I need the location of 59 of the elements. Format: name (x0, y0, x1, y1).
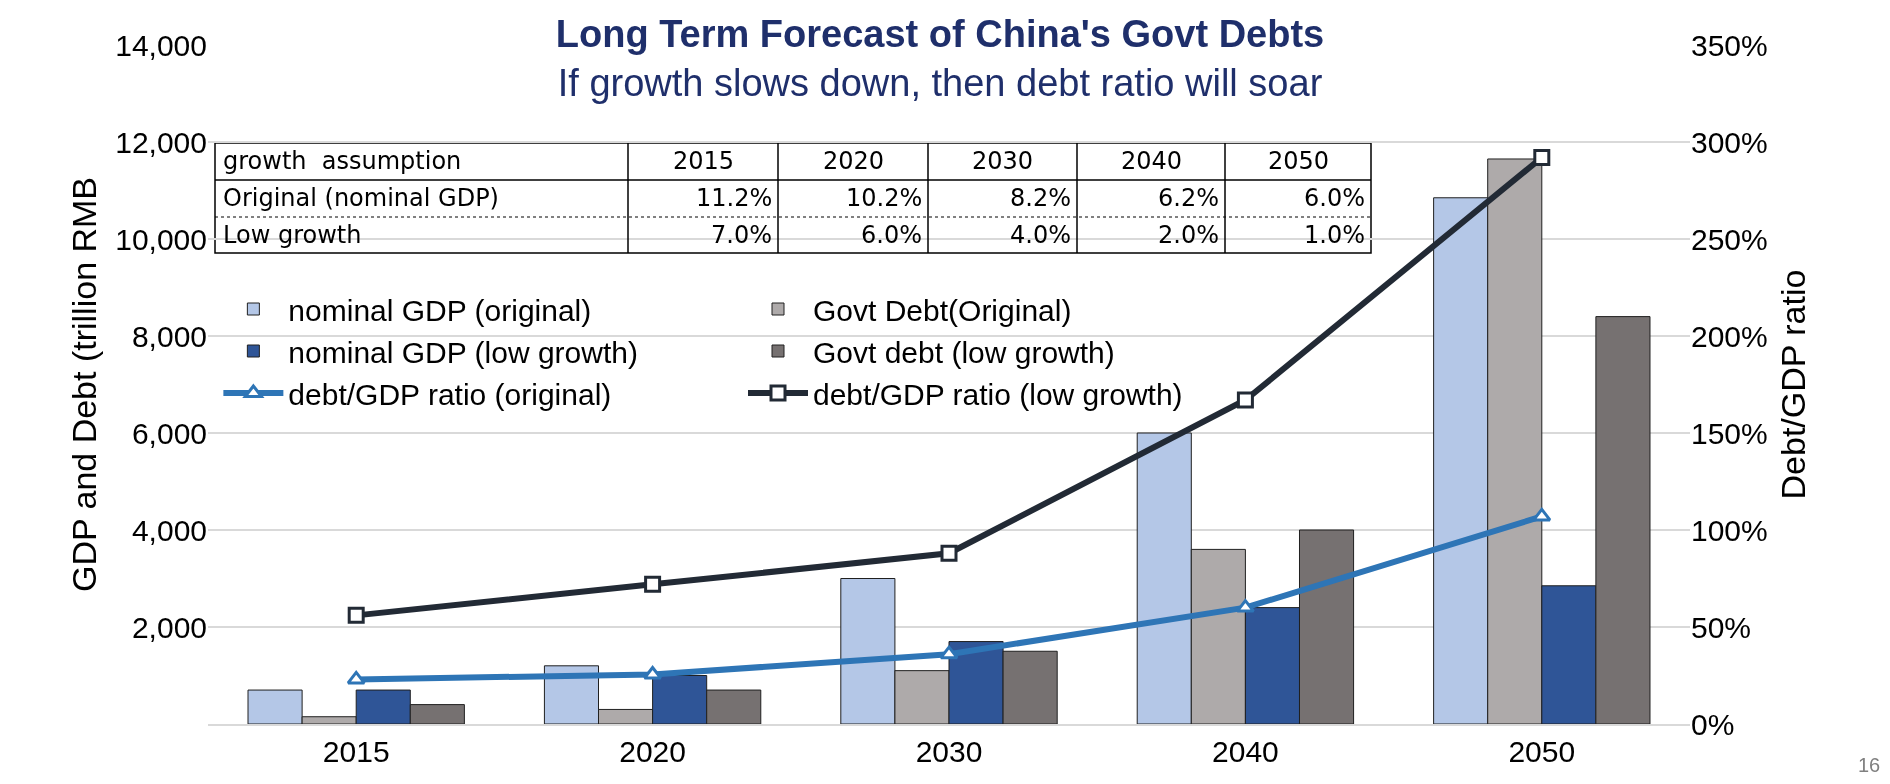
annotation: 8.2% (1010, 184, 1071, 212)
annotation: 2020 (823, 147, 885, 175)
y2-tick-label: 100% (1691, 513, 1768, 547)
annotation: Original (nominal GDP) (223, 184, 499, 212)
annotation: growth assumption (223, 147, 462, 175)
chart-title: Long Term Forecast of China's Govt Debts (555, 13, 1325, 56)
annotation: 2050 (1268, 147, 1330, 175)
x-tick-label: 2050 (1508, 735, 1576, 768)
legend-label: debt/GDP ratio (original) (288, 377, 612, 411)
annotation: 6.0% (1304, 184, 1365, 212)
x-tick-label: 2030 (915, 735, 983, 768)
point (1532, 507, 1552, 522)
y2-tick-label: 250% (1691, 222, 1768, 256)
x-tick-label: 2020 (619, 735, 686, 768)
annotation: 1.0% (1304, 221, 1365, 249)
y2-axis-title: Debt/GDP ratio (1774, 269, 1813, 500)
y2-tick-label: 200% (1691, 319, 1768, 353)
point (346, 670, 366, 685)
annotation: 4.0% (1010, 221, 1071, 249)
y2-tick-label: 300% (1691, 125, 1768, 159)
text: 16 (1858, 754, 1881, 776)
y-axis-title: GDP and Debt (trillion RMB (64, 176, 103, 593)
y-tick-label: 2,000 (131, 610, 207, 644)
annotation: 2015 (673, 147, 735, 175)
x-tick-label: 2040 (1212, 735, 1279, 768)
annotation: 2040 (1121, 147, 1183, 175)
annotation: 7.0% (711, 221, 772, 249)
annotation: 6.2% (1158, 184, 1219, 212)
legend-label: Govt Debt(Original) (813, 293, 1072, 327)
annotation: Low growth (223, 221, 362, 249)
annotation: 6.0% (861, 221, 922, 249)
text: If growth slows down, then debt ratio will soar (557, 62, 1323, 105)
point (644, 575, 662, 593)
point (347, 606, 365, 624)
y2-tick-label: 350% (1691, 28, 1768, 62)
legend-label: nominal GDP (low growth) (288, 335, 638, 369)
annotation: 2030 (972, 147, 1034, 175)
legend-label: debt/GDP ratio (low growth) (813, 377, 1183, 411)
legend-label: nominal GDP (original) (288, 293, 592, 327)
x-tick-label: 2015 (322, 735, 390, 768)
point (643, 666, 663, 680)
y-tick-label: 6,000 (131, 416, 207, 450)
annotation: 11.2% (696, 184, 773, 212)
point (1236, 391, 1254, 409)
point (1533, 149, 1551, 167)
annotation: 2.0% (1158, 221, 1219, 249)
y-tick-label: 12,000 (115, 125, 207, 159)
point (940, 544, 958, 562)
y2-tick-label: 50% (1691, 610, 1752, 644)
annotation: 10.2% (846, 184, 923, 212)
legend-label: Govt debt (low growth) (813, 335, 1115, 369)
y-tick-label: 10,000 (115, 222, 207, 256)
point (1235, 599, 1255, 613)
y-tick-label: 14,000 (115, 28, 207, 62)
y2-tick-label: 0% (1691, 707, 1735, 741)
point (939, 645, 959, 660)
y-tick-label: 8,000 (131, 319, 207, 353)
y-tick-label: 4,000 (131, 513, 207, 547)
y2-tick-label: 150% (1691, 416, 1768, 450)
